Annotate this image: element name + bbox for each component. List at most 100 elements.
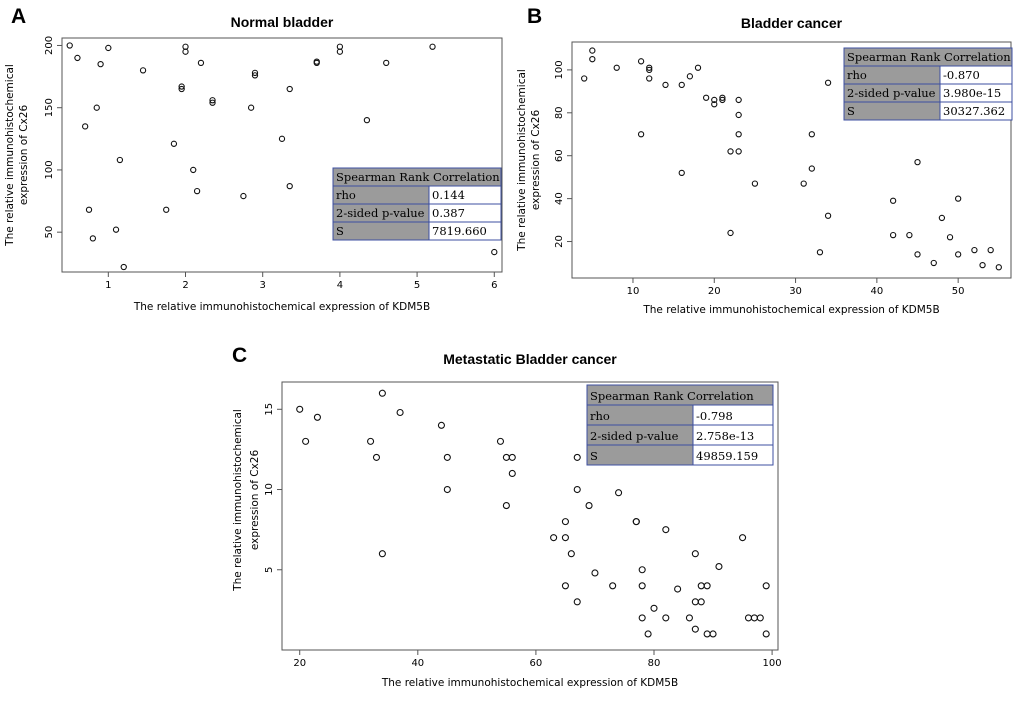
chart3-data-point [650, 604, 658, 612]
chart2-data-point [995, 264, 1002, 271]
chart3-data-point [585, 502, 593, 510]
chart2-data-point [719, 94, 726, 101]
chart3-data-point [638, 582, 646, 590]
chart3-y-axis-label-line-1: The relative immunohistochemical [232, 409, 244, 592]
chart2-data-point [808, 131, 815, 138]
chart1-data-point [209, 99, 216, 106]
chart1-data-point [105, 44, 112, 52]
chart3-data-point [443, 453, 451, 461]
chart1-data-point [85, 206, 93, 213]
chart3-x-tick-label: 60 [530, 658, 543, 669]
chart2-data-point [637, 58, 645, 65]
chart3-data-point [739, 534, 747, 542]
chart3-data-point [744, 614, 753, 622]
chart2-y-axis-label-line-2: expression of Cx26 [530, 110, 542, 211]
chart1-data-point [313, 59, 320, 67]
chart1-y-tick-label: 100 [44, 160, 55, 179]
chart3-stats-label: 2-sided p-value [590, 429, 679, 443]
chart1-data-point [247, 104, 255, 111]
chart3-x-tick-label: 20 [293, 658, 306, 669]
chart1-stats-value: 7819.660 [432, 224, 487, 238]
chart1-x-tick-label: 4 [337, 280, 343, 291]
chart2-data-point [930, 259, 937, 267]
chart3-y-tick-label: 10 [264, 483, 275, 496]
chart1-data-point [193, 187, 201, 195]
chart1-data-point [89, 235, 97, 242]
chart1-stats-label: S [336, 224, 344, 238]
chart3-data-point [502, 453, 510, 461]
chart2-data-point [646, 64, 653, 71]
chart3-x-tick-label: 40 [411, 658, 424, 669]
chart2-data-point [824, 79, 832, 86]
chart1-stats-value: 0.144 [432, 188, 465, 202]
chart2-data-point [816, 249, 824, 256]
chart3-data-point [550, 534, 558, 542]
chart1-y-axis-label-line-2: expression of Cx26 [18, 105, 30, 206]
chart3-data-point [691, 625, 699, 633]
chart1-data-point [336, 48, 344, 55]
chart3-stats-label: S [590, 449, 598, 463]
panel-letter-a: A [11, 5, 27, 28]
chart1-data-point [491, 248, 498, 256]
chart3-data-point [662, 526, 670, 534]
chart1-x-axis-label: The relative immunohistochemical express… [133, 301, 430, 313]
chart2-y-axis-label-line-1: The relative immunohistochemical [516, 69, 528, 252]
chart2-data-point [646, 75, 653, 82]
chart1-plot-frame [61, 37, 503, 273]
chart2-data-point [735, 96, 742, 104]
chart3-data-point [561, 582, 569, 590]
chart2-y-tick-label: 60 [554, 149, 565, 162]
panel-letter-b: B [527, 5, 543, 28]
chart3-data-point [685, 614, 693, 622]
chart3-data-point [573, 453, 581, 461]
chart1-y-axis-label-line-1: The relative immunohistochemical [4, 64, 16, 247]
chart2-x-tick-label: 40 [870, 286, 883, 297]
chart2-data-point [979, 261, 986, 269]
chart2-data-point [987, 246, 994, 254]
chart2-data-point [686, 73, 694, 80]
chart2-data-point [727, 148, 734, 155]
chart2-data-point [955, 251, 962, 258]
chart1-data-point [209, 97, 216, 104]
chart2-data-point [719, 96, 726, 104]
panel-letter-c: C [232, 344, 248, 367]
chart3-data-point [367, 437, 375, 445]
chart1-stats-table-header: Spearman Rank Correlation [336, 170, 500, 184]
chart3-data-point [378, 389, 386, 397]
chart1-data-point [363, 116, 371, 124]
chart1-data-point [286, 182, 293, 190]
chart2-data-point [589, 56, 596, 63]
chart2-stats-label: 2-sided p-value [847, 86, 936, 100]
chart3-data-point [609, 582, 617, 590]
chart2-data-point [711, 101, 718, 108]
chart1-data-point [182, 43, 189, 50]
chart1-data-point [163, 206, 170, 213]
chart1-x-tick-label: 2 [182, 280, 188, 291]
chart2-x-tick-label: 10 [627, 286, 640, 297]
chart3-data-point [496, 437, 505, 445]
chart1-data-point [182, 48, 189, 55]
chart2-data-point [702, 94, 710, 101]
chart2-x-tick-label: 20 [708, 286, 721, 297]
chart2-data-point [711, 96, 718, 104]
chart1-data-point [97, 60, 104, 68]
chart2-data-point [589, 47, 596, 54]
chart1-data-point [197, 59, 205, 67]
chart1-y-tick-label: 200 [44, 36, 55, 55]
chart3-data-point [396, 408, 404, 417]
chart3-x-tick-label: 100 [763, 658, 782, 669]
chart3-title: Metastatic Bladder cancer [443, 351, 617, 367]
chart1-data-point [82, 123, 89, 130]
chart1-x-tick-label: 5 [414, 280, 420, 291]
chart3-data-point [756, 614, 764, 622]
chart3-data-point [378, 550, 386, 558]
chart1-data-point [66, 42, 73, 49]
chart2-x-tick-label: 30 [789, 286, 802, 297]
chart2-x-axis-label: The relative immunohistochemical express… [642, 304, 939, 316]
chart2-stats-value: -0.870 [943, 68, 980, 82]
chart3-stats-value: 49859.159 [696, 449, 758, 463]
chart2-stats-value-cell [939, 101, 1013, 121]
chart3-data-point [615, 489, 623, 497]
chart3-data-point [638, 566, 646, 574]
chart3-stats-value: 2.758e-13 [696, 429, 754, 443]
